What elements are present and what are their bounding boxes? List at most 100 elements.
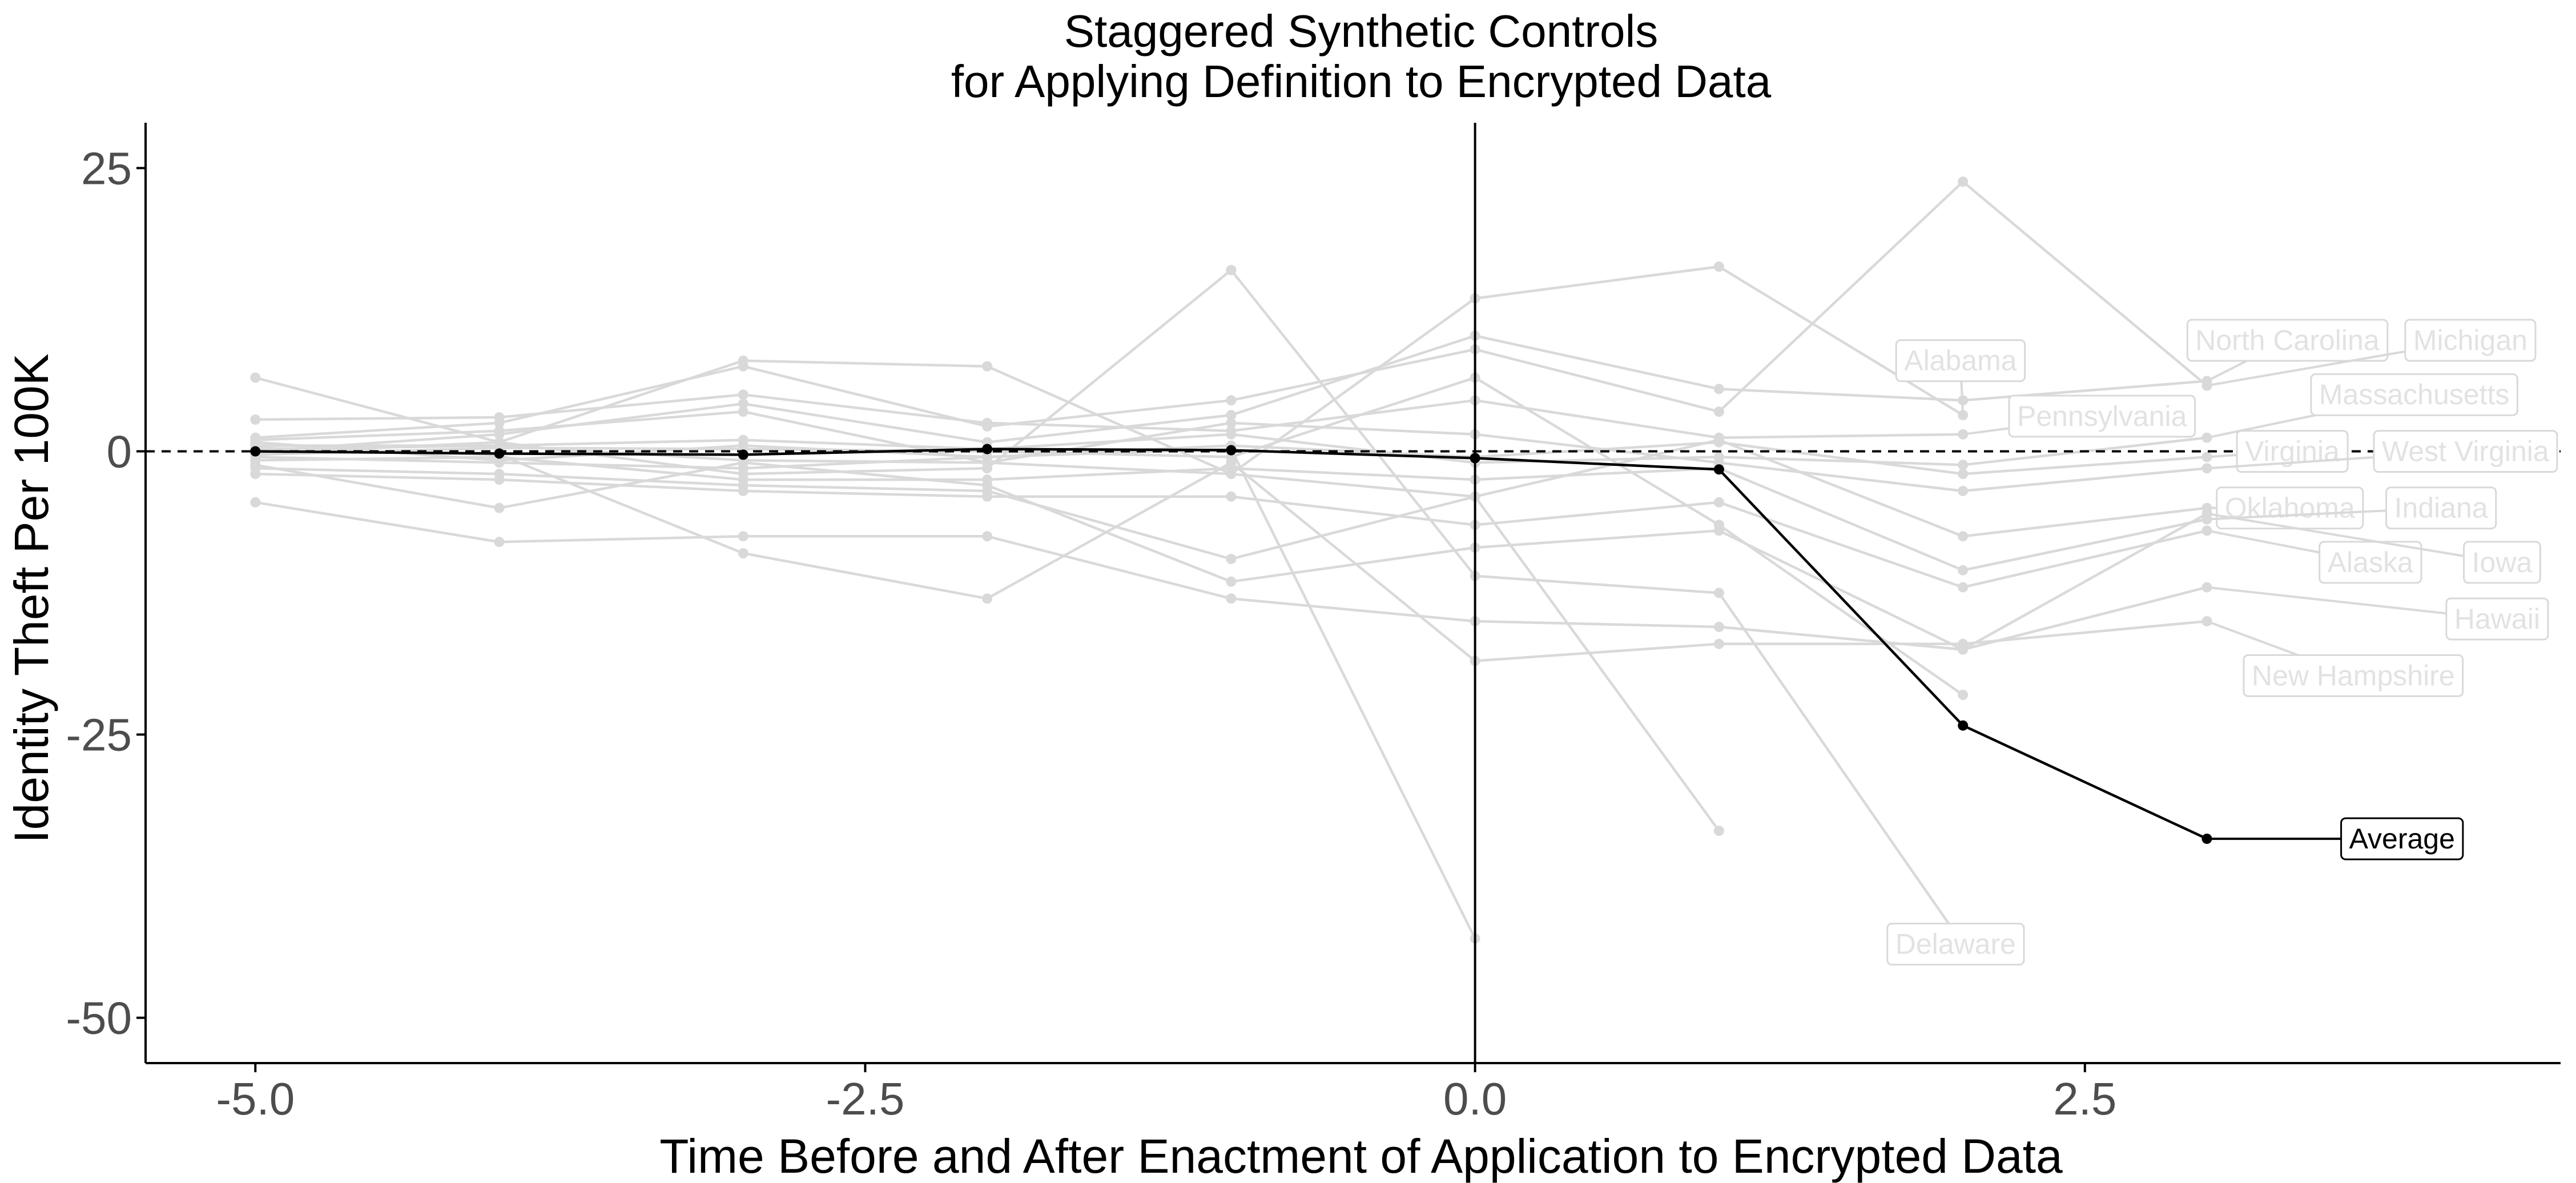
average-point-6 <box>1713 464 1724 475</box>
series-label: Oklahoma <box>2207 486 2364 530</box>
x-tick-label: -5.0 <box>216 1073 295 1124</box>
series-label: Michigan <box>2207 319 2537 387</box>
series-point-2-7 <box>1958 410 1969 420</box>
series-point-10-0 <box>250 460 261 470</box>
series-point-11-4 <box>1226 593 1237 604</box>
series-point-9-4 <box>1226 491 1237 502</box>
average-series-group <box>250 444 2212 844</box>
series-point-15-7 <box>1958 690 1969 701</box>
series-point-2-2 <box>738 355 748 366</box>
series-point-0-2 <box>738 399 748 409</box>
label-text: New Hampshire <box>2252 659 2455 691</box>
series-label: Alabama <box>1895 339 2026 416</box>
label-box <box>2319 541 2422 584</box>
series-label: Massachusetts <box>2207 373 2518 439</box>
y-tick-label: 25 <box>81 143 132 194</box>
series-point-11-0 <box>250 497 261 508</box>
series-point-6-7 <box>1958 485 1969 496</box>
series-point-4-7 <box>1958 460 1969 470</box>
label-text: Michigan <box>2413 324 2527 356</box>
series-point-3-0 <box>250 414 261 425</box>
label-text: Massachusetts <box>2319 379 2509 411</box>
series-label: Pennsylvania <box>1962 395 2196 438</box>
y-tick-label: 0 <box>107 426 132 477</box>
series-point-3-1 <box>494 412 505 422</box>
average-point-5 <box>1470 453 1480 464</box>
label-text: Pennsylvania <box>2017 400 2187 432</box>
series-point-16-4 <box>1226 469 1237 480</box>
average-point-2 <box>738 449 748 460</box>
average-point-7 <box>1958 720 1969 731</box>
series-point-5-7 <box>1958 469 1969 480</box>
label-text: West Virginia <box>2382 435 2549 467</box>
average-point-3 <box>982 444 993 454</box>
label-text: Delaware <box>1895 928 2016 960</box>
series-line-3 <box>255 393 1963 439</box>
label-box <box>2008 395 2196 438</box>
label-box <box>1886 923 2025 966</box>
series-point-7-4 <box>1226 554 1237 564</box>
series-point-16-3 <box>982 457 993 468</box>
series-point-2-0 <box>250 372 261 383</box>
label-box <box>2445 597 2549 641</box>
series-point-9-3 <box>982 491 993 502</box>
series-point-7-6 <box>1713 434 1724 445</box>
label-box <box>2243 654 2464 697</box>
label-text: Alabama <box>1904 345 2017 377</box>
label-box <box>2463 541 2541 584</box>
x-tick-label: 2.5 <box>2053 1073 2116 1124</box>
series-point-2-3 <box>982 361 993 372</box>
series-label: West Virginia <box>2207 430 2558 473</box>
series-point-2-6 <box>1713 261 1724 272</box>
label-leader-line <box>2207 512 2502 564</box>
series-label: Indiana <box>2207 486 2497 530</box>
series-point-8-7 <box>1958 565 1969 576</box>
series-point-16-6 <box>1713 826 1724 836</box>
series-point-10-4 <box>1226 576 1237 587</box>
series-point-0-4 <box>1226 410 1237 420</box>
series-point-13-4 <box>1226 265 1237 275</box>
series-point-12-2 <box>738 548 748 558</box>
axes-group: 25 0 -25 -50 -5.0 -2.5 0.0 2.5 <box>66 123 2561 1124</box>
series-point-9-6 <box>1713 497 1724 508</box>
series-point-9-0 <box>250 469 261 480</box>
label-text: Iowa <box>2472 546 2533 578</box>
series-point-13-6 <box>1713 588 1724 598</box>
series-point-9-7 <box>1958 582 1969 593</box>
label-box <box>2310 373 2518 416</box>
series-point-12-3 <box>982 593 993 604</box>
series-point-6-4 <box>1226 417 1237 428</box>
series-point-1-4 <box>1226 395 1237 406</box>
series-label: North Carolina <box>2186 319 2389 383</box>
chart-title-line-2: for Applying Definition to Encrypted Dat… <box>951 56 1772 107</box>
series-label: Iowa <box>2207 512 2541 584</box>
series-point-6-1 <box>494 425 505 436</box>
y-axis-title: Identity Theft Per 100K <box>5 353 58 843</box>
label-box <box>2340 817 2464 860</box>
series-point-3-2 <box>738 389 748 400</box>
series-line-11 <box>255 501 2208 651</box>
series-point-12-6 <box>1713 638 1724 649</box>
series-label: Delaware <box>1886 923 2025 966</box>
series-point-11-3 <box>982 531 993 542</box>
average-label: Average <box>2207 817 2464 860</box>
average-point-1 <box>494 448 505 459</box>
chart-titles: Staggered Synthetic Controls for Applyin… <box>951 6 1772 107</box>
y-tick-label: -50 <box>66 993 132 1044</box>
series-point-0-6 <box>1713 384 1724 395</box>
label-text: Hawaii <box>2454 603 2540 635</box>
label-text: Average <box>2349 823 2455 855</box>
x-tick-label: -2.5 <box>826 1073 905 1124</box>
series-point-16-1 <box>494 440 505 451</box>
series-labels-group: North Carolina Michigan AlabamaPennsylvani… <box>1886 319 2558 966</box>
label-box <box>2186 319 2389 362</box>
series-line-15 <box>255 376 1964 696</box>
series-point-9-1 <box>494 474 505 485</box>
series-point-6-2 <box>738 407 748 417</box>
label-text: Oklahoma <box>2225 492 2355 524</box>
series-point-12-7 <box>1958 638 1969 649</box>
series-point-4-4 <box>1226 429 1237 440</box>
series-point-7-7 <box>1958 531 1969 542</box>
